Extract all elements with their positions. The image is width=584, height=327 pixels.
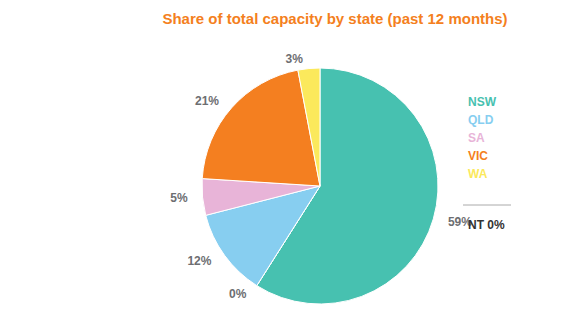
svg-text:WA: WA — [468, 167, 488, 181]
svg-text:QLD: QLD — [468, 113, 494, 127]
svg-text:VIC: VIC — [468, 149, 488, 163]
svg-text:3%: 3% — [286, 52, 304, 66]
svg-text:NT 0%: NT 0% — [468, 218, 505, 232]
svg-text:5%: 5% — [170, 191, 188, 205]
svg-text:12%: 12% — [187, 254, 211, 268]
svg-text:0%: 0% — [229, 287, 247, 301]
svg-text:59%: 59% — [447, 214, 472, 229]
svg-text:SA: SA — [468, 131, 485, 145]
svg-text:Share of total capacity by sta: Share of total capacity by state (past 1… — [162, 10, 507, 27]
svg-text:21%: 21% — [195, 94, 219, 108]
svg-text:NSW: NSW — [468, 95, 497, 109]
